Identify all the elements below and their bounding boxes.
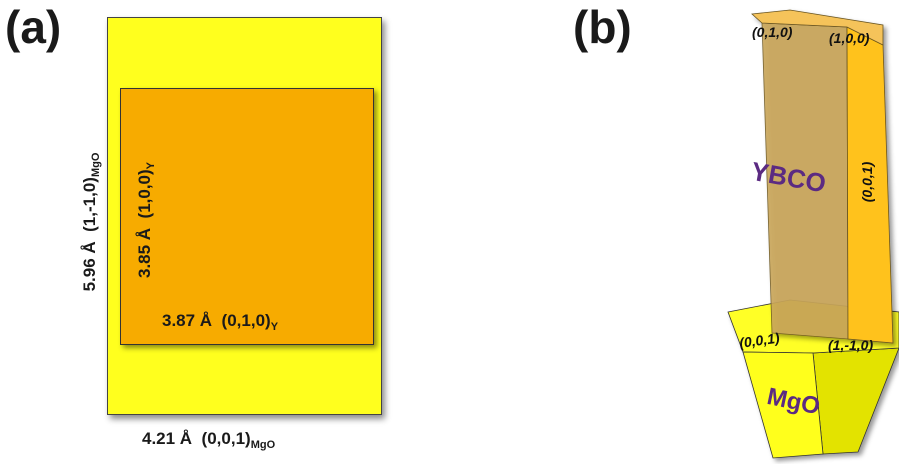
mgo-width-subscript: MgO <box>250 439 276 451</box>
ybco-top-right-index: (1,0,0) <box>829 30 870 46</box>
ybco-top-face <box>751 9 884 46</box>
mgo-right-face <box>812 347 899 455</box>
ybco-width-value: 3.87 Å <box>162 311 213 330</box>
mgo-top-right-index: (1,-1,0) <box>828 337 873 353</box>
ybco-width-label: 3.87 Å (0,1,0)Y <box>162 311 278 333</box>
ybco-height-index: (1,0,0) <box>135 169 154 219</box>
panel-a-label: (a) <box>5 1 62 53</box>
mgo-height-subscript: MgO <box>90 152 102 178</box>
mgo-front-face <box>742 351 824 459</box>
ybco-column <box>751 9 894 344</box>
ybco-height-label: 3.85 Å (1,0,0)Y <box>135 162 157 278</box>
mgo-width-value: 4.21 Å <box>142 429 193 448</box>
ybco-width-subscript: Y <box>270 321 279 333</box>
ybco-width-index: (0,1,0) <box>221 311 271 330</box>
ybco-cell-rectangle <box>120 88 374 345</box>
mgo-top-left-index: (0,0,1) <box>738 329 781 351</box>
ybco-height-value: 3.85 Å <box>135 227 154 279</box>
crystal-orientation-diagram: (0,1,0) (1,0,0) (0,0,1) YBCO (0,0,1) (1,… <box>727 9 899 459</box>
mgo-height-index: (1,-1,0) <box>80 177 99 232</box>
mgo-width-label: 4.21 Å (0,0,1)MgO <box>142 429 275 451</box>
ybco-height-subscript: Y <box>145 161 157 170</box>
mgo-height-value: 5.96 Å <box>80 241 99 292</box>
ybco-top-left-index: (0,1,0) <box>752 24 793 40</box>
mgo-width-index: (0,0,1) <box>201 429 251 448</box>
mgo-height-label: 5.96 Å (1,-1,0)MgO <box>80 153 102 292</box>
panel-b-label: (b) <box>573 1 632 53</box>
ybco-side-index: (0,0,1) <box>859 161 875 202</box>
